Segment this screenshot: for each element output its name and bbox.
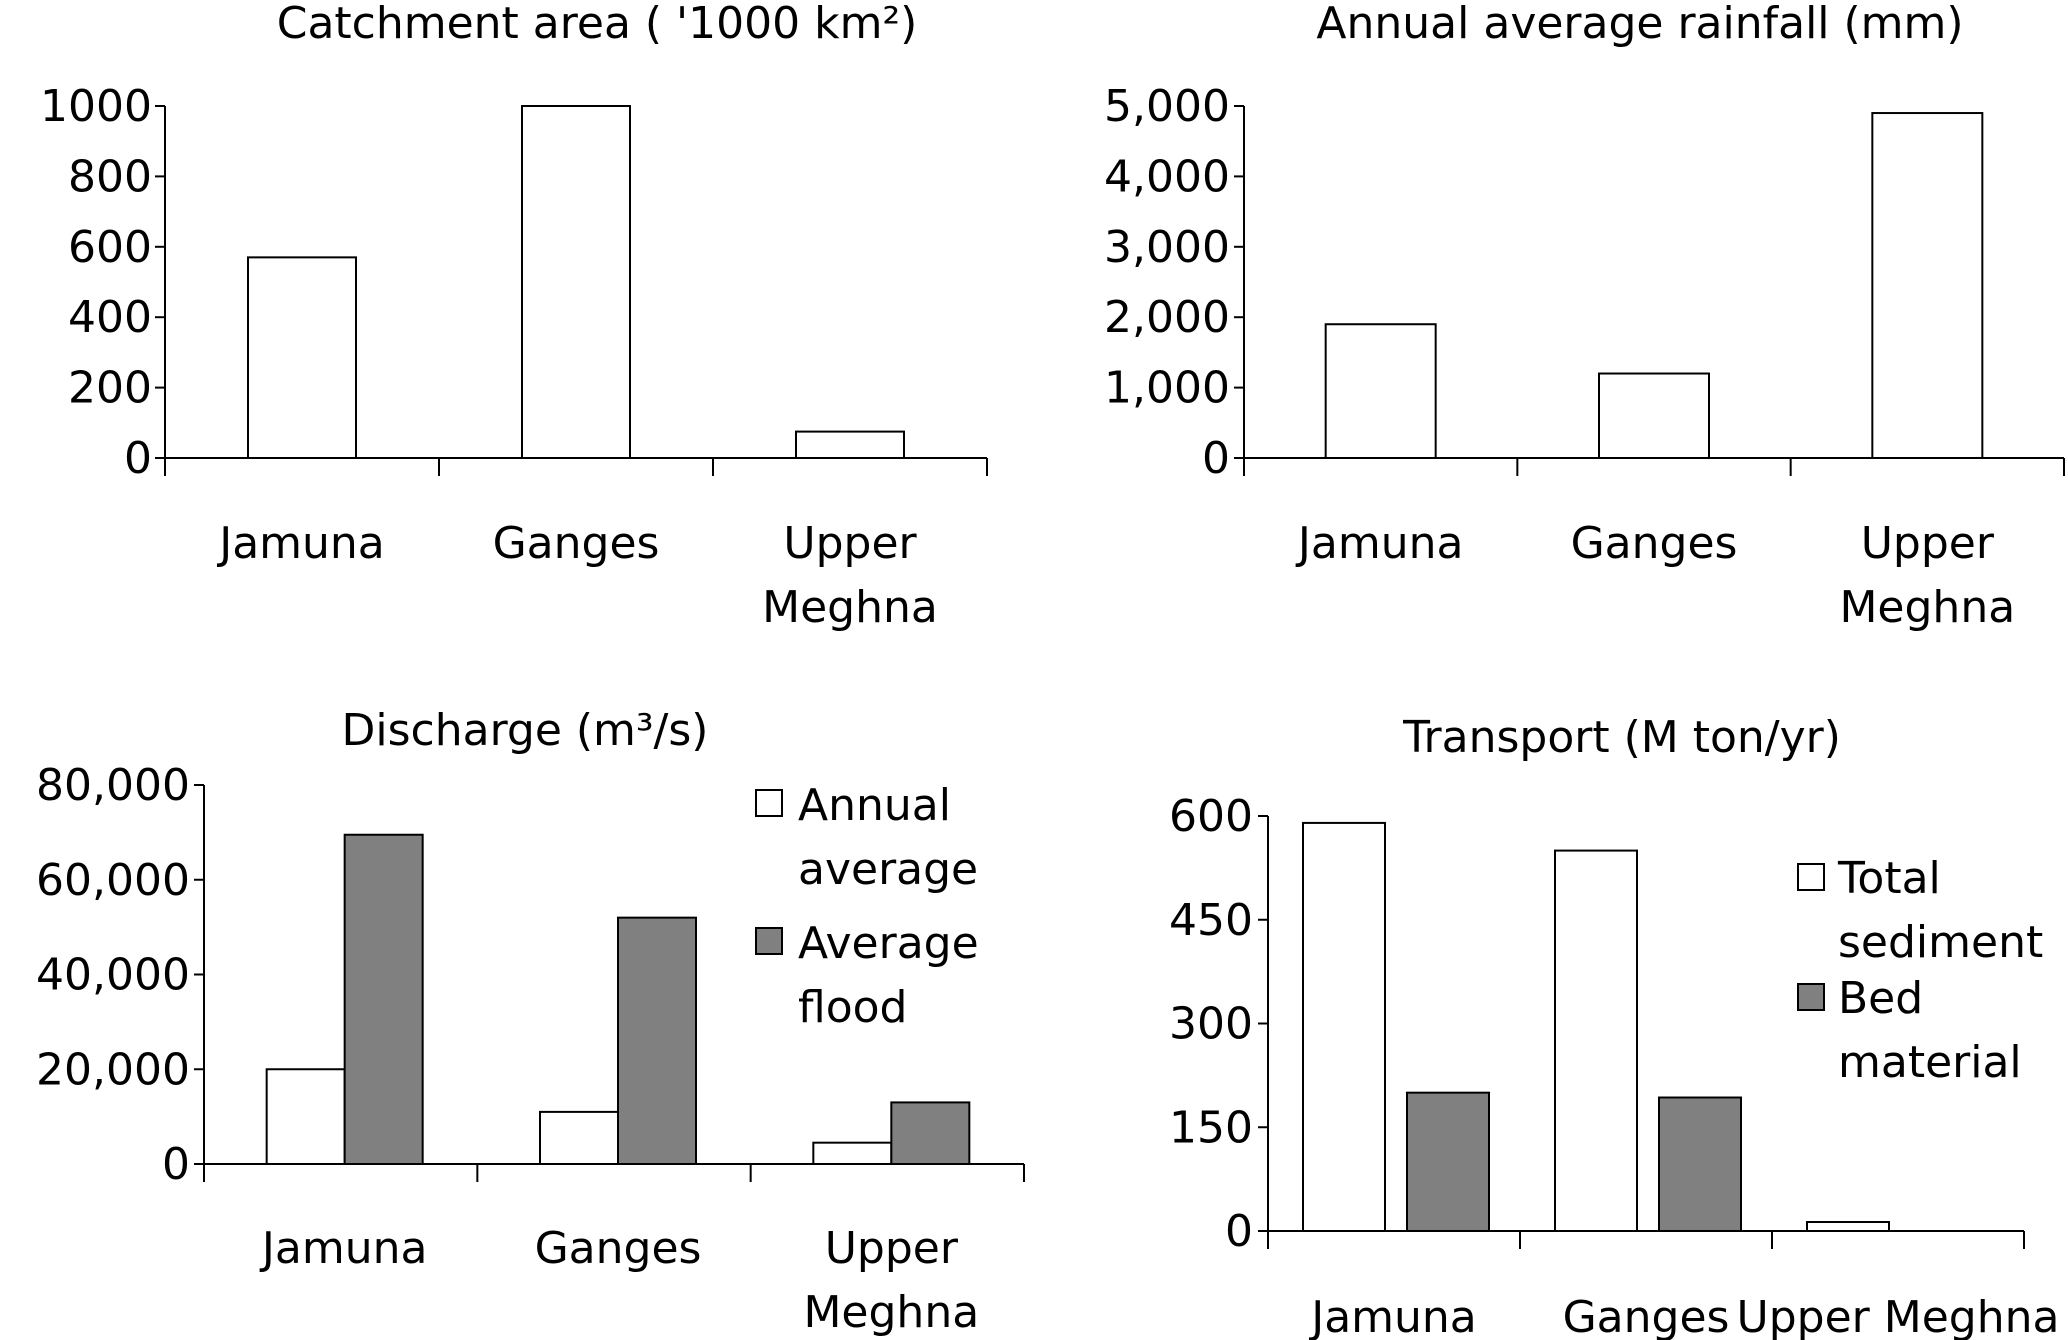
y-tick-label: 4,000	[1104, 151, 1230, 202]
bar-jamuna-s1	[247, 256, 357, 459]
bar-upper-meghna-s1	[1806, 1221, 1890, 1232]
x-category-label: Ganges	[535, 1223, 702, 1274]
legend-label: Total	[1837, 853, 1941, 904]
y-tick-label: 1000	[40, 81, 152, 132]
bar-upper-meghna-s1	[812, 1141, 893, 1166]
y-tick-label: 3,000	[1104, 222, 1230, 273]
chart-panel-4: Transport (M ton/yr) 0 150 300 450 600 Jamuna G…	[1169, 712, 2059, 1340]
x-category-label: Meghna	[762, 582, 938, 633]
legend-swatch	[1797, 863, 1825, 891]
y-tick-label: 800	[68, 151, 152, 202]
x-category-label: Jamuna	[1308, 1292, 1477, 1340]
bar-ganges-s1	[539, 1110, 619, 1165]
y-tick-label: 400	[68, 292, 152, 343]
y-tick-label: 0	[162, 1139, 190, 1190]
x-category-label: Upper Meghna	[1737, 1292, 2060, 1340]
y-tick-label: 150	[1169, 1102, 1253, 1153]
y-tick-label: 80,000	[36, 760, 190, 811]
x-category-label: Ganges	[493, 518, 660, 569]
x-category-label: Ganges	[1571, 518, 1738, 569]
bar-upper-meghna-s2	[890, 1101, 971, 1165]
bar-upper-meghna-s1	[1871, 112, 1984, 459]
y-tick-label: 1,000	[1104, 363, 1230, 414]
x-category-label: Jamuna	[216, 518, 385, 569]
legend-label: Bed	[1838, 973, 1923, 1024]
chart-panel-2: Annual average rainfall (mm) 0 1,000 2,000 3…	[1104, 0, 2065, 633]
y-tick-label: 2,000	[1104, 292, 1230, 343]
legend-label: Annual	[798, 780, 951, 831]
y-tick-label: 600	[68, 222, 152, 273]
bar-jamuna-s1	[1324, 323, 1437, 459]
bar-ganges-s1	[1598, 372, 1710, 459]
y-tick-label: 5,000	[1104, 81, 1230, 132]
y-tick-label: 450	[1169, 895, 1253, 946]
bar-jamuna-s1	[265, 1068, 346, 1165]
bar-jamuna-s2	[1406, 1091, 1490, 1232]
chart-title: Annual average rainfall (mm)	[1316, 0, 1963, 49]
legend-label: sediment	[1838, 917, 2043, 968]
y-tick-label: 300	[1169, 999, 1253, 1050]
bar-upper-meghna-s1	[795, 430, 905, 460]
y-tick-label: 0	[1225, 1206, 1253, 1257]
y-tick-label: 40,000	[36, 950, 190, 1001]
bar-jamuna-s1	[1302, 821, 1386, 1233]
y-tick-label: 600	[1169, 791, 1253, 842]
legend-swatch	[755, 927, 783, 955]
chart-panel-3: Discharge (m³/s) 0 20,000 40,000 60,000 80,00…	[36, 705, 1025, 1338]
x-category-label: Meghna	[803, 1287, 979, 1338]
x-category-label: Meghna	[1839, 582, 2015, 633]
x-category-label: Ganges	[1563, 1292, 1730, 1340]
bar-ganges-s1	[521, 105, 631, 459]
bar-ganges-s2	[617, 916, 697, 1166]
legend-swatch	[755, 789, 783, 817]
bar-ganges-s2	[1658, 1096, 1742, 1232]
x-category-label: Upper	[825, 1223, 959, 1274]
y-tick-label: 20,000	[36, 1044, 190, 1095]
y-tick-label: 0	[1202, 433, 1230, 484]
chart-panel-1: Catchment area ( '1000 km²) 0 200 400 600 800…	[40, 0, 988, 633]
y-tick-label: 0	[124, 433, 152, 484]
x-category-label: Upper	[1861, 518, 1995, 569]
chart-title: Catchment area ( '1000 km²)	[277, 0, 918, 49]
legend-swatch	[1797, 983, 1825, 1011]
y-tick-label: 200	[68, 363, 152, 414]
bar-ganges-s1	[1554, 849, 1638, 1232]
x-category-label: Upper	[783, 518, 917, 569]
legend-label: flood	[798, 982, 907, 1033]
chart-title: Discharge (m³/s)	[342, 705, 709, 756]
legend: Annual average Average flood	[755, 780, 979, 1033]
legend-label: material	[1838, 1037, 2022, 1088]
bar-jamuna-s2	[343, 833, 424, 1166]
chart-title: Transport (M ton/yr)	[1402, 712, 1841, 763]
legend-label: Average	[798, 918, 979, 969]
x-category-label: Jamuna	[1295, 518, 1464, 569]
legend-label: average	[798, 844, 978, 895]
x-category-label: Jamuna	[259, 1223, 428, 1274]
y-tick-label: 60,000	[36, 855, 190, 906]
